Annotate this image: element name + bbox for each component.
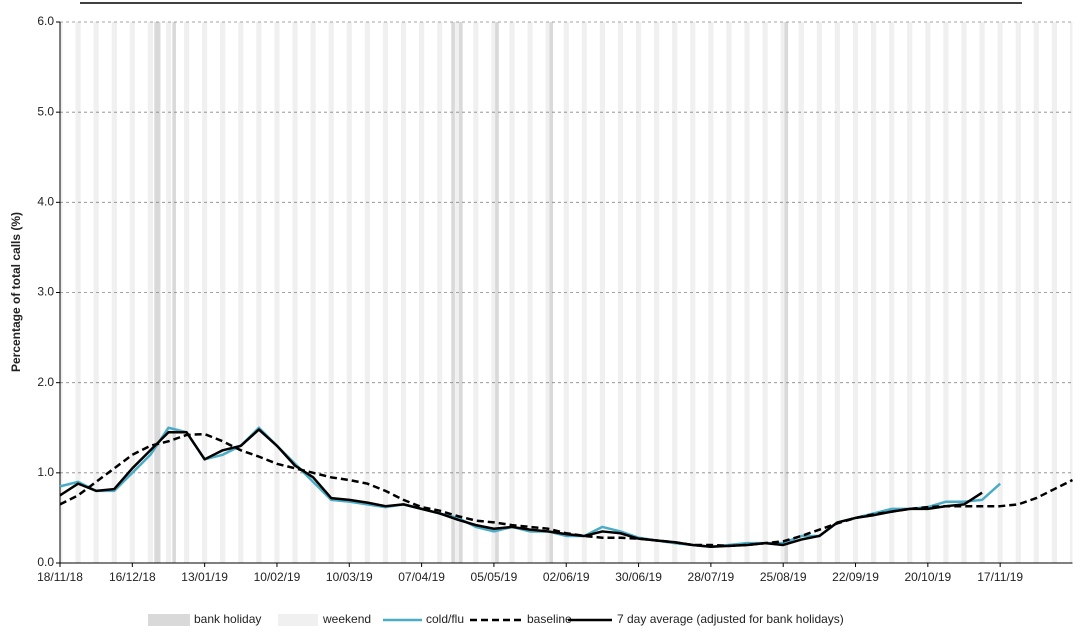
weekend-band [816, 22, 822, 563]
bank-holiday-band [495, 22, 499, 563]
weekend-band [889, 22, 895, 563]
weekend-band [762, 22, 768, 563]
weekend-band [871, 22, 877, 563]
weekend-band [925, 22, 931, 563]
legend-label: weekend [322, 612, 371, 626]
weekend-band [834, 22, 841, 563]
y-tick-label: 5.0 [37, 104, 54, 118]
x-tick-label: 10/02/19 [254, 570, 301, 584]
y-tick-label: 3.0 [37, 285, 54, 299]
y-axis-label: Percentage of total calls (%) [9, 212, 23, 372]
weekend-band [979, 22, 985, 563]
legend-label: 7 day average (adjusted for bank holiday… [617, 612, 844, 626]
y-tick-label: 0.0 [37, 555, 54, 569]
legend-swatch [278, 614, 318, 626]
weekend-band [798, 22, 804, 563]
x-tick-label: 17/11/19 [977, 570, 1023, 584]
weekend-band [961, 22, 967, 563]
x-tick-label: 22/09/19 [832, 570, 879, 584]
bank-holiday-band [451, 22, 455, 563]
y-tick-label: 6.0 [37, 14, 54, 28]
x-tick-label: 25/08/19 [760, 570, 807, 584]
legend-swatch [148, 614, 190, 626]
weekend-band [1051, 22, 1057, 563]
x-tick-label: 13/01/19 [181, 570, 228, 584]
x-tick-label: 30/06/19 [615, 570, 662, 584]
x-tick-label: 10/03/19 [326, 570, 373, 584]
series-line [59, 428, 983, 549]
weekend-band [1015, 22, 1021, 563]
legend-label: baseline [527, 612, 572, 626]
weekend-band [780, 22, 786, 563]
weekend-band [1033, 22, 1039, 563]
x-tick-label: 16/12/18 [109, 570, 156, 584]
bank-holiday-band [549, 22, 554, 563]
y-tick-label: 1.0 [37, 465, 54, 479]
y-tick-label: 4.0 [37, 195, 54, 209]
weekend-band [852, 22, 859, 563]
x-tick-label: 28/07/19 [688, 570, 735, 584]
weekend-band [1069, 22, 1073, 563]
x-tick-label: 02/06/19 [543, 570, 590, 584]
y-tick-label: 2.0 [37, 375, 54, 389]
legend-label: cold/flu [426, 612, 464, 626]
weekend-band [943, 22, 949, 563]
weekend-band [907, 22, 913, 563]
weekend-band [744, 22, 750, 563]
x-tick-label: 18/11/18 [37, 570, 83, 584]
x-tick-label: 07/04/19 [398, 570, 445, 584]
weekend-band [997, 22, 1003, 563]
bank-holiday-band [459, 22, 463, 563]
x-tick-label: 05/05/19 [471, 570, 518, 584]
x-tick-label: 20/10/19 [904, 570, 951, 584]
legend-label: bank holiday [194, 612, 261, 626]
